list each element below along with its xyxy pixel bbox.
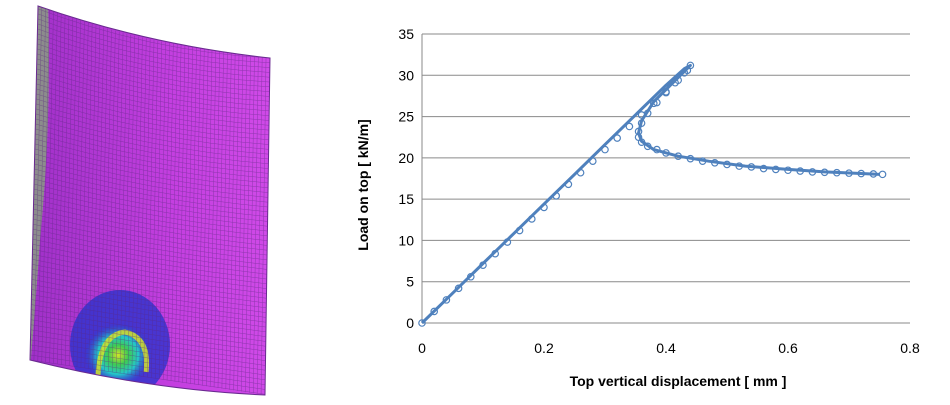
data-point (674, 152, 683, 161)
data-point (710, 159, 719, 167)
data-point (552, 192, 561, 200)
data-point (442, 296, 451, 304)
data-point (643, 142, 652, 151)
data-point (857, 169, 866, 178)
data-point (625, 122, 634, 131)
data-point (637, 119, 646, 127)
data-point (649, 99, 658, 108)
data-point (796, 167, 805, 175)
x-tick-label: 0 (418, 340, 426, 356)
data-point (747, 163, 756, 171)
x-tick-label: 0.4 (656, 340, 676, 356)
data-point (515, 226, 524, 235)
chart-gridlines (422, 33, 910, 283)
y-tick-label: 0 (406, 315, 414, 331)
y-tick-label: 30 (398, 67, 414, 83)
y-tick-label: 20 (398, 150, 414, 166)
data-point (808, 168, 817, 176)
chart-axes (421, 34, 910, 324)
data-point (540, 203, 548, 212)
data-point (878, 170, 887, 179)
data-point (698, 157, 707, 165)
data-point (613, 134, 622, 142)
data-point (662, 149, 670, 157)
data-point (467, 272, 475, 281)
data-point (418, 319, 426, 327)
data-point (735, 162, 744, 170)
data-point (771, 165, 780, 174)
data-point (820, 168, 829, 177)
data-point (479, 261, 487, 270)
load-displacement-chart: 0 5 10 15 20 25 30 35 0 0.2 0.4 0.6 0.8 Top vertica… (355, 26, 920, 389)
data-point (686, 61, 695, 70)
x-tick-label: 0.8 (900, 340, 920, 356)
data-point (601, 145, 609, 154)
data-point (491, 249, 500, 258)
data-point (784, 166, 792, 175)
data-point (653, 145, 661, 154)
data-point (845, 169, 853, 177)
data-point (588, 157, 597, 165)
data-point (832, 168, 841, 177)
data-point (637, 138, 646, 146)
y-tick-label: 5 (406, 274, 414, 290)
y-axis-title: Load on top [ kN/m] (355, 119, 371, 250)
data-point (564, 180, 573, 189)
x-axis-title: Top vertical displacement [ mm ] (570, 373, 787, 389)
data-point (671, 78, 679, 87)
data-point (430, 307, 439, 316)
data-point (528, 215, 536, 223)
data-point (454, 284, 463, 293)
grey-edge-band (30, 6, 49, 370)
y-tick-label: 35 (398, 26, 414, 42)
data-point (759, 164, 768, 173)
data-point (634, 127, 643, 136)
data-point (723, 160, 731, 169)
data-point (869, 170, 878, 178)
fem-deformed-shell-figure (29, 5, 271, 396)
fem-shell (29, 5, 271, 396)
y-tick-labels: 0 5 10 15 20 25 30 35 (398, 26, 414, 331)
data-point (680, 69, 689, 77)
data-point (662, 88, 670, 97)
data-point (643, 109, 652, 118)
x-tick-label: 0.6 (778, 340, 798, 356)
y-tick-label: 15 (398, 191, 414, 207)
data-point (686, 154, 695, 163)
x-tick-labels: 0 0.2 0.4 0.6 0.8 (418, 340, 920, 356)
data-point (576, 168, 585, 177)
y-tick-label: 25 (398, 109, 414, 125)
data-point (653, 98, 661, 107)
series-markers (418, 61, 887, 327)
x-tick-label: 0.2 (534, 340, 554, 356)
y-tick-label: 10 (398, 232, 414, 248)
data-point (503, 238, 512, 246)
